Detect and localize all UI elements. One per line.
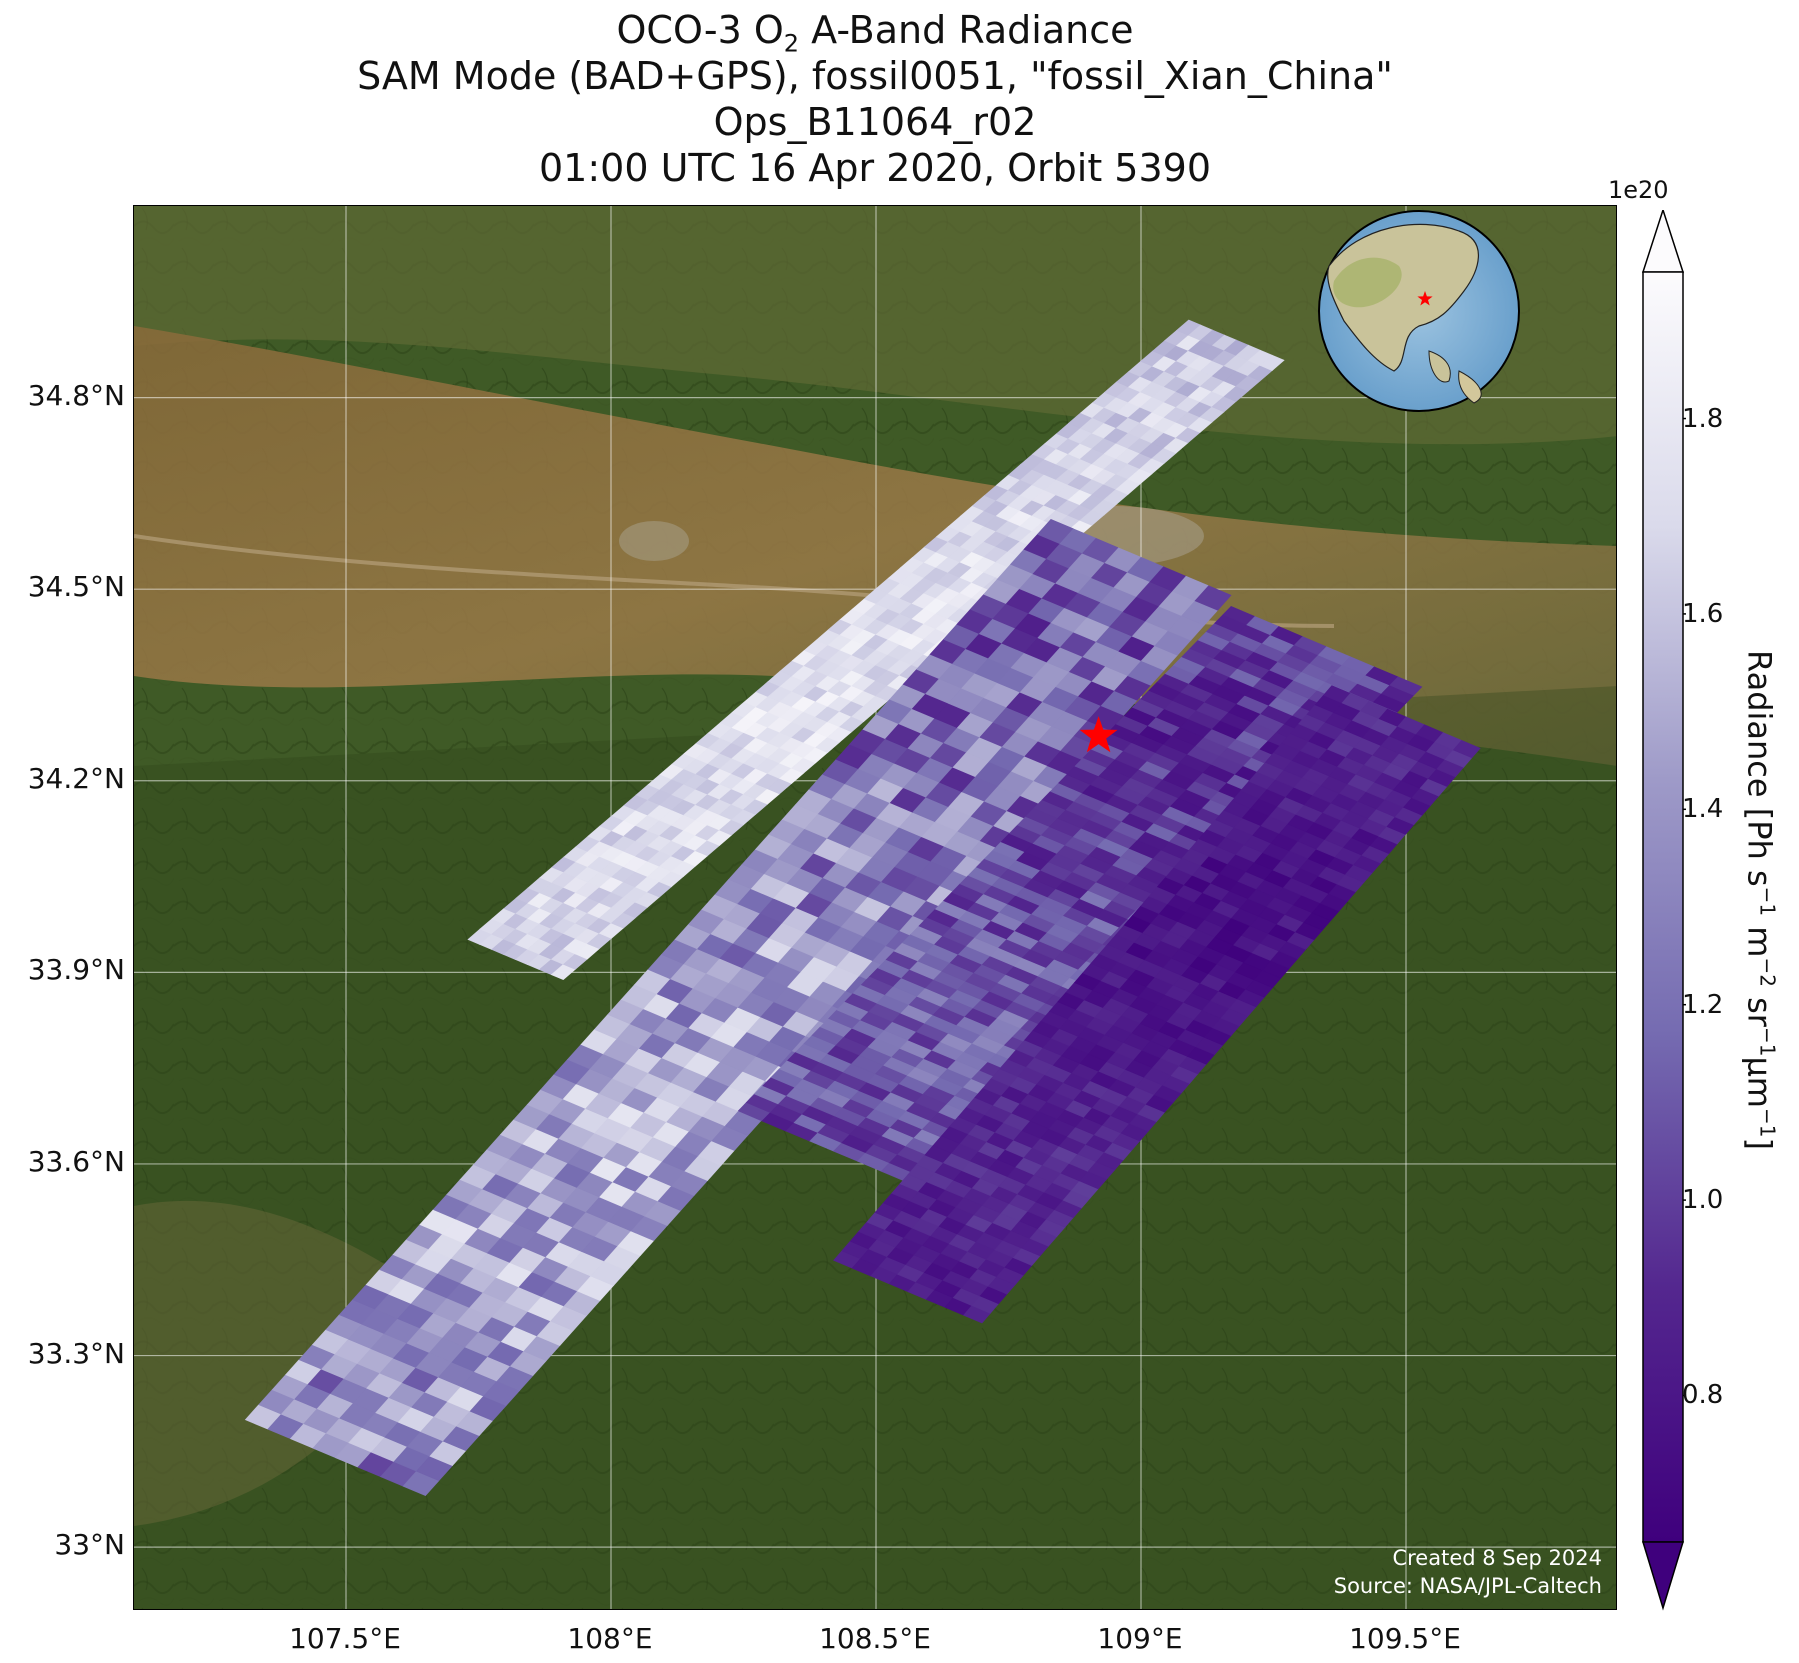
lon-tick-label: 109.5°E	[1349, 1622, 1461, 1655]
colorbar-tick-label: 1.0	[1682, 1185, 1724, 1216]
red-star-icon	[1417, 291, 1433, 306]
footprint-cell	[1452, 740, 1481, 759]
chart-title-line-1: OCO-3 O2 A-Band Radiance	[133, 8, 1617, 66]
colorbar-tick-label: 1.4	[1682, 794, 1724, 825]
lat-tick-label: 33.6°N	[27, 1144, 125, 1178]
red-star-icon	[1079, 716, 1118, 753]
lat-tick-label: 34.8°N	[27, 378, 125, 412]
footprint-cell	[1259, 354, 1285, 371]
map-canvas[interactable]	[134, 206, 1617, 1610]
credit-created: Created 8 Sep 2024	[1392, 1546, 1602, 1570]
footprint-cell	[1194, 585, 1232, 611]
globe-island	[1428, 350, 1451, 383]
swath-2	[244, 518, 1232, 1497]
inset-globe	[1318, 210, 1520, 412]
colorbar-gradient	[1642, 271, 1684, 1543]
lat-tick-label: 33.9°N	[27, 953, 125, 987]
globe-land-green	[1333, 257, 1402, 308]
swath-4	[833, 685, 1481, 1324]
colorbar-exponent: 1e20	[1608, 176, 1669, 204]
lat-tick-label: 34.2°N	[27, 761, 125, 795]
colorbar-label: Radiance [Ph s−1 m−2 sr−1μm−1]	[1740, 650, 1780, 1150]
chart-title-line-2: SAM Mode (BAD+GPS), fossil0051, "fossil_…	[357, 54, 1393, 98]
lat-tick-label: 34.5°N	[27, 570, 125, 604]
colorbar-tick-label: 1.6	[1682, 598, 1724, 629]
lon-tick-label: 107.5°E	[289, 1622, 401, 1655]
map-panel[interactable]: Created 8 Sep 2024 Source: NASA/JPL-Calt…	[133, 205, 1617, 1610]
credit-source: Source: NASA/JPL-Caltech	[1333, 1574, 1602, 1598]
title-subscript: 2	[783, 29, 800, 58]
chart-title-line-4: 01:00 UTC 16 Apr 2020, Orbit 5390	[538, 146, 1211, 190]
target-site-marker	[1079, 716, 1118, 753]
colorbar-tick-label: 1.2	[1682, 989, 1724, 1020]
lon-tick-label: 108.5°E	[819, 1622, 931, 1655]
radiance-swaths	[244, 319, 1481, 1497]
globe-island-2	[1458, 370, 1482, 404]
chart-title-line-3: Ops_B11064_r02	[713, 100, 1037, 144]
lat-tick-label: 33°N	[54, 1528, 125, 1562]
colorbar-extend-max	[1641, 210, 1685, 273]
title-text: OCO-3 O	[616, 8, 784, 52]
colorbar	[1641, 210, 1686, 1611]
lon-tick-label: 108°E	[567, 1622, 653, 1655]
lon-tick-label: 109°E	[1097, 1622, 1183, 1655]
lat-tick-label: 33.3°N	[27, 1336, 125, 1370]
colorbar-tick-label: 1.8	[1682, 403, 1724, 434]
colorbar-extend-min	[1641, 1541, 1685, 1611]
footprint-cell	[1389, 676, 1423, 696]
title-text-suffix: A-Band Radiance	[799, 8, 1134, 52]
colorbar-tick-label: 0.8	[1682, 1380, 1724, 1411]
